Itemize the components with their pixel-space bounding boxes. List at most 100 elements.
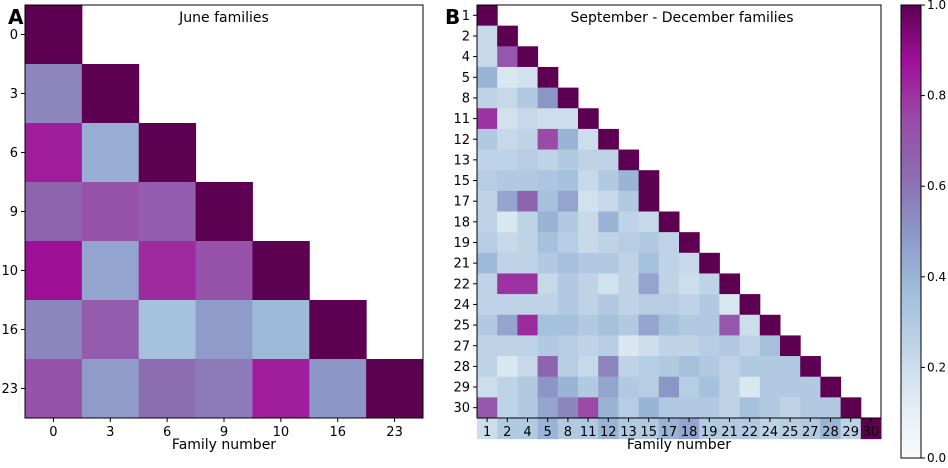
heatmap-cell-25-17 (658, 314, 680, 336)
heatmap-cell-27-15 (638, 335, 660, 357)
heatmap-cell-8-1 (477, 87, 498, 109)
heatmap-cell-17-11 (578, 190, 599, 212)
colorbar-ticks: 0.0 0.2 0.4 0.6 0.8 1.0 (921, 0, 946, 465)
heatmap-cell-28-11 (578, 356, 599, 378)
heatmap-cell-21-4 (517, 252, 539, 274)
heatmap-cell-undefined-1 (477, 418, 498, 440)
x-tick-label: 17 (661, 425, 678, 440)
heatmap-cell-15-4 (517, 170, 539, 192)
panel-b-title: September - December families (570, 10, 793, 26)
heatmap-cell-30-4 (517, 397, 539, 419)
heatmap-cell-27-5 (537, 335, 559, 357)
x-tick-label: 19 (701, 425, 718, 440)
y-tick-label: 8 (462, 91, 470, 106)
heatmap-cell-27-11 (578, 335, 599, 357)
y-tick-label: 21 (453, 257, 470, 272)
heatmap-cell-29-21 (719, 376, 741, 398)
heatmap-cell-undefined-24 (759, 418, 781, 440)
heatmap-cell-28-8 (557, 356, 579, 378)
x-tick-label: 16 (329, 425, 346, 440)
heatmap-cell-15-13 (618, 170, 640, 192)
heatmap-cell-8-5 (537, 87, 559, 109)
y-tick-label: 16 (1, 323, 18, 338)
y-tick-label: 1 (462, 9, 470, 24)
x-tick-label: 30 (863, 425, 880, 440)
heatmap-cell-21-15 (638, 252, 660, 274)
heatmap-cell-23-6 (138, 359, 197, 419)
heatmap-cell-undefined-30 (860, 418, 882, 440)
heatmap-cell-25-4 (517, 314, 539, 336)
heatmap-cell-6-3 (81, 123, 140, 183)
x-tick-label: 21 (721, 425, 738, 440)
heatmap-cell-22-1 (477, 273, 498, 295)
heatmap-cell-9-0 (25, 182, 83, 242)
heatmap-cell-29-27 (800, 376, 821, 398)
heatmap-cell-29-8 (557, 376, 579, 398)
heatmap-cell-22-5 (537, 273, 559, 295)
heatmap-cell-undefined-29 (840, 418, 862, 440)
heatmap-cell-27-2 (497, 335, 518, 357)
heatmap-cell-29-1 (477, 376, 498, 398)
heatmap-cell-17-15 (638, 190, 660, 212)
heatmap-cell-17-5 (537, 190, 559, 212)
heatmap-cell-19-11 (578, 232, 599, 254)
heatmap-cell-28-5 (537, 356, 559, 378)
heatmap-cell-undefined-21 (719, 418, 741, 440)
heatmap-cell-19-2 (497, 232, 518, 254)
y-tick-label: 27 (453, 339, 470, 354)
heatmap-cell-22-8 (557, 273, 579, 295)
heatmap-cell-27-12 (598, 335, 619, 357)
heatmap-cell-24-13 (618, 294, 640, 316)
heatmap-cell-16-16 (309, 300, 367, 360)
heatmap-cell-25-19 (699, 314, 720, 336)
heatmap-cell-23-3 (81, 359, 140, 419)
heatmap-cell-24-17 (658, 294, 680, 316)
heatmap-cell-28-19 (699, 356, 720, 378)
heatmap-cell-8-2 (497, 87, 518, 109)
heatmap-cell-21-12 (598, 252, 619, 274)
heatmap-cell-12-2 (497, 128, 518, 151)
panel-a-x-ticks: 0 3 6 9 10 16 23 (49, 418, 403, 440)
x-tick-label: 0 (49, 425, 57, 440)
heatmap-cell-27-4 (517, 335, 539, 357)
heatmap-cell-2-2 (497, 25, 518, 47)
heatmap-cell-21-18 (679, 252, 700, 274)
heatmap-cell-22-12 (598, 273, 619, 295)
heatmap-cell-18-8 (557, 211, 579, 233)
heatmap-cell-30-29 (840, 397, 862, 419)
colorbar-tick-label: 1.0 (927, 0, 946, 12)
heatmap-cell-12-11 (578, 128, 599, 151)
heatmap-cell-16-0 (25, 300, 83, 360)
heatmap-cell-24-11 (578, 294, 599, 316)
heatmap-cell-29-11 (578, 376, 599, 398)
colorbar-gradient (900, 4, 922, 459)
heatmap-cell-19-5 (537, 232, 559, 254)
heatmap-cell-25-5 (537, 314, 559, 336)
heatmap-cell-18-1 (477, 211, 498, 233)
heatmap-cell-12-4 (517, 128, 539, 151)
heatmap-cell-24-1 (477, 294, 498, 316)
panel-a-x-axis-label: Family number (172, 437, 276, 453)
panel-a-label: A (8, 5, 24, 29)
heatmap-cell-30-17 (658, 397, 680, 419)
heatmap-cell-27-21 (719, 335, 741, 357)
colorbar-tick-label: 0.6 (927, 179, 946, 193)
heatmap-cell-24-22 (739, 294, 761, 316)
heatmap-cell-18-5 (537, 211, 559, 233)
heatmap-cell-25-15 (638, 314, 660, 336)
heatmap-cell-15-8 (557, 170, 579, 192)
heatmap-cell-27-25 (780, 335, 801, 357)
heatmap-cell-21-17 (658, 252, 680, 274)
heatmap-cell-28-13 (618, 356, 640, 378)
y-tick-label: 12 (453, 133, 470, 148)
heatmap-cell-30-24 (759, 397, 781, 419)
heatmap-cell-11-2 (497, 108, 518, 130)
heatmap-cell-29-15 (638, 376, 660, 398)
heatmap-cell-27-17 (658, 335, 680, 357)
heatmap-cell-17-4 (517, 190, 539, 212)
panel-a-y-ticks: 0 3 6 9 10 16 23 (1, 28, 25, 397)
heatmap-cell-15-5 (537, 170, 559, 192)
x-tick-label: 3 (106, 425, 114, 440)
heatmap-cell-28-21 (719, 356, 741, 378)
colorbar: 0.0 0.2 0.4 0.6 0.8 1.0 (900, 0, 946, 465)
